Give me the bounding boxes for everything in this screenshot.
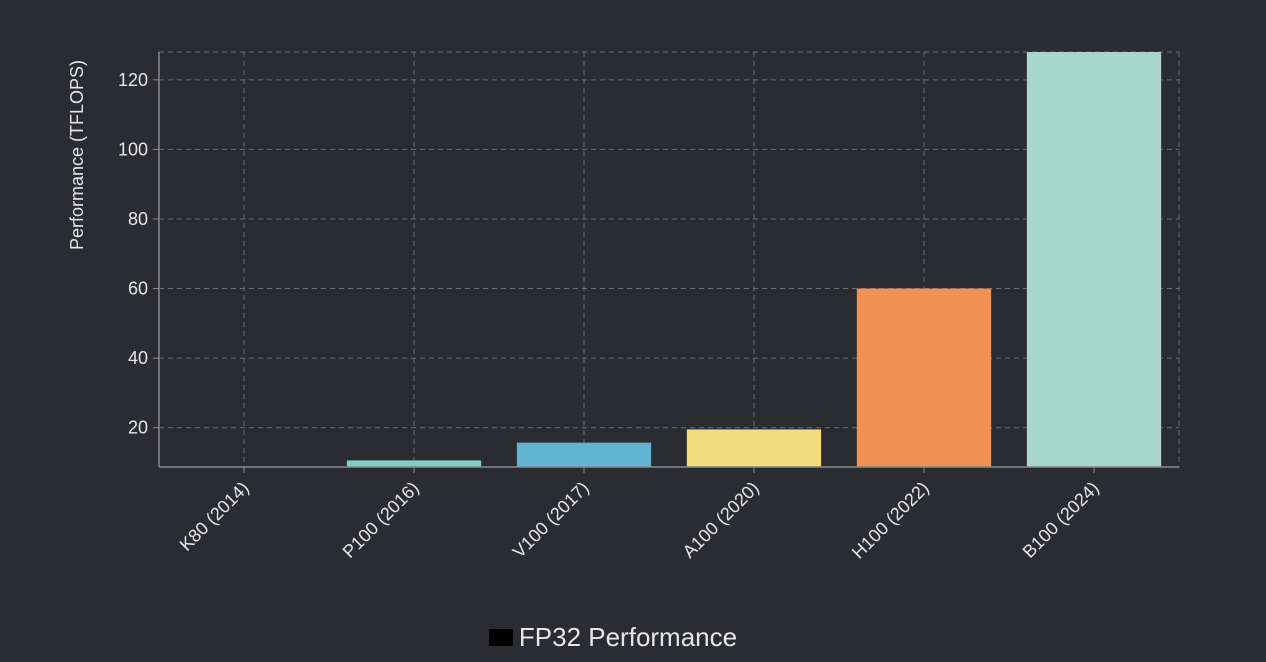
- y-tick-label: 60: [128, 279, 148, 299]
- x-tick-label: B100 (2024): [1019, 478, 1103, 562]
- y-axis-title: Performance (TFLOPS): [67, 60, 87, 250]
- y-tick-labels: 20 40 60 80 100 120: [118, 70, 148, 438]
- bar-b100[interactable]: [1026, 52, 1162, 467]
- x-tick-label: P100 (2016): [339, 478, 423, 562]
- bars: [346, 52, 1162, 467]
- y-tick-label: 20: [128, 418, 148, 438]
- x-tick-label: H100 (2022): [848, 478, 933, 563]
- y-tick-label: 100: [118, 139, 148, 159]
- x-tick-labels: K80 (2014) P100 (2016) V100 (2017) A100 (20…: [176, 478, 1103, 563]
- x-tick-label: A100 (2020): [679, 478, 763, 562]
- x-tick-label: K80 (2014): [176, 478, 253, 555]
- legend-swatch: [488, 629, 513, 646]
- bar-a100[interactable]: [686, 429, 822, 467]
- bar-p100[interactable]: [346, 460, 482, 467]
- y-tick-label: 40: [128, 348, 148, 368]
- legend[interactable]: FP32 Performance: [0, 622, 1226, 653]
- gridlines: [159, 51, 1180, 467]
- x-tick-label: V100 (2017): [509, 478, 593, 562]
- y-tick-label: 120: [118, 70, 148, 90]
- bar-v100[interactable]: [516, 442, 652, 467]
- bar-h100[interactable]: [856, 288, 992, 467]
- legend-label: FP32 Performance: [518, 622, 738, 652]
- axes: [153, 52, 1179, 473]
- y-tick-label: 80: [128, 209, 148, 229]
